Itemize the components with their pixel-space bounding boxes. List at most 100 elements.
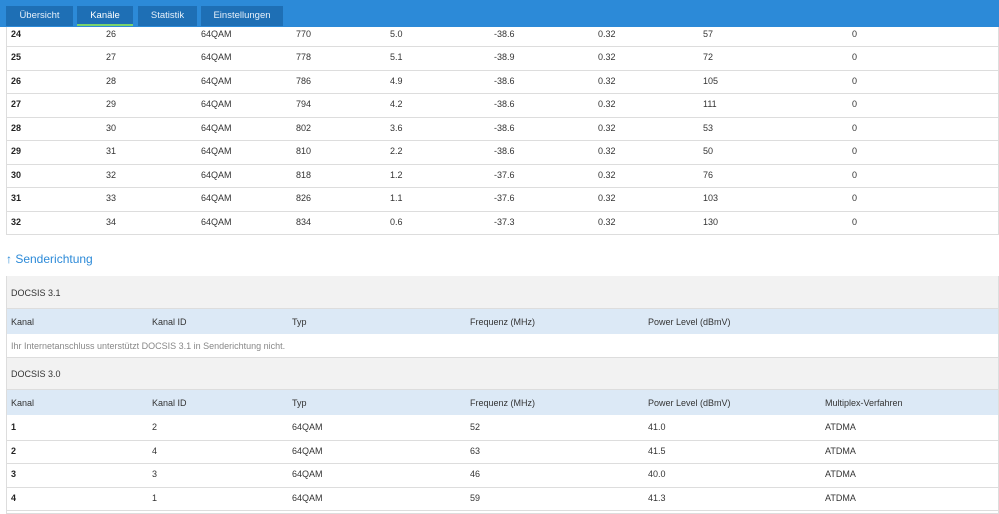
cell: 26: [11, 75, 22, 86]
cell: 32: [106, 169, 117, 180]
row-line: [7, 357, 998, 358]
cell: 64QAM: [201, 216, 232, 227]
cell: 0.32: [598, 28, 616, 39]
cell: 29: [106, 99, 117, 109]
header-cell: Kanal: [11, 398, 35, 408]
header-cell: Frequenz (MHz): [470, 317, 536, 327]
cell: -37.6: [494, 169, 515, 180]
cell: 3: [11, 469, 17, 479]
cell: 0: [852, 99, 858, 109]
table-border: [6, 0, 999, 234]
cell: 64QAM: [201, 99, 232, 109]
header-cell: Kanal: [11, 317, 35, 327]
cell: 778: [296, 52, 312, 62]
cell: 72: [703, 52, 714, 62]
cell: 130: [703, 216, 719, 227]
row-line: [6, 93, 999, 94]
group-title: DOCSIS 3.1: [11, 287, 61, 298]
cell: 33: [106, 193, 117, 203]
header-cell: Frequenz (MHz): [470, 398, 536, 408]
cell: 834: [296, 216, 312, 227]
nav-tab[interactable]: Übersicht: [6, 6, 73, 26]
cell: 0.32: [598, 75, 616, 86]
cell: 30: [11, 169, 22, 180]
cell: 64QAM: [201, 75, 232, 86]
cell: 27: [11, 99, 22, 109]
cell: 2.2: [390, 146, 403, 156]
cell: 59: [470, 492, 481, 503]
cell: 3.6: [390, 122, 403, 133]
cell: ATDMA: [825, 492, 856, 503]
row-line: [7, 463, 998, 464]
cell: 41.0: [648, 422, 666, 432]
row-line: [7, 510, 998, 511]
cell: 64QAM: [201, 193, 232, 203]
cell: 4: [152, 445, 158, 456]
cell: 41.5: [648, 445, 666, 456]
cell: 0: [852, 169, 858, 180]
row-line: [6, 163, 999, 165]
cell: 0.32: [598, 216, 616, 227]
cell: 1: [11, 422, 17, 432]
cell: 794: [296, 99, 312, 109]
cell: 818: [296, 169, 312, 180]
row-line: [7, 439, 998, 441]
cell: 46: [470, 469, 481, 479]
cell: 32: [11, 216, 22, 227]
header-cell: Kanal ID: [152, 398, 187, 408]
cell: 26: [106, 28, 117, 39]
cell: 0: [852, 52, 858, 62]
cell: 3: [152, 469, 158, 479]
cell: 1.2: [390, 169, 403, 180]
group-header: DOCSIS 3.0: [7, 358, 998, 390]
cell: 64QAM: [292, 469, 323, 479]
cell: -38.9: [494, 52, 515, 62]
header-cell: Typ: [292, 398, 307, 408]
cell: 5.0: [390, 28, 403, 39]
nav-tab[interactable]: Statistik: [138, 6, 197, 26]
cell: 64QAM: [201, 122, 232, 133]
cell: -38.6: [494, 146, 515, 156]
cell: 1.1: [390, 193, 403, 203]
cell: -38.6: [494, 28, 515, 39]
cell: 63: [470, 445, 481, 456]
cell: 57: [703, 28, 714, 39]
cell: 34: [106, 216, 117, 227]
row-line: [6, 210, 999, 212]
cell: 31: [106, 146, 117, 156]
cell: 4: [11, 492, 17, 503]
cell: 64QAM: [292, 492, 323, 503]
cell: 52: [470, 422, 481, 432]
cell: 28: [11, 122, 22, 133]
cell: 802: [296, 122, 312, 133]
cell: 0.32: [598, 169, 616, 180]
cell: -37.6: [494, 193, 515, 203]
cell: 28: [106, 75, 117, 86]
cell: -38.6: [494, 75, 515, 86]
cell: 31: [11, 193, 22, 203]
cell: 2: [11, 445, 17, 456]
cell: 2: [152, 422, 158, 432]
cell: 64QAM: [292, 422, 323, 432]
cell: 0: [852, 75, 858, 86]
cell: -37.3: [494, 216, 515, 227]
cell: 40.0: [648, 469, 666, 479]
nav-tab[interactable]: Einstellungen: [201, 6, 283, 26]
cell: 64QAM: [201, 169, 232, 180]
nav-tab[interactable]: Kanäle: [77, 6, 133, 26]
cell: 0: [852, 146, 858, 156]
cell: 0: [852, 216, 858, 227]
header-cell: Multiplex-Verfahren: [825, 398, 903, 408]
cell: 111: [703, 99, 717, 109]
row-line: [6, 46, 999, 47]
cell: 24: [11, 28, 22, 39]
cell: 0: [852, 28, 858, 39]
message: Ihr Internetanschluss unterstützt DOCSIS…: [11, 341, 286, 351]
cell: 53: [703, 122, 714, 133]
cell: 786: [296, 75, 312, 86]
cell: 0: [852, 122, 858, 133]
header-cell: Kanal ID: [152, 317, 187, 327]
cell: -38.6: [494, 122, 515, 133]
cell: 103: [703, 193, 719, 203]
